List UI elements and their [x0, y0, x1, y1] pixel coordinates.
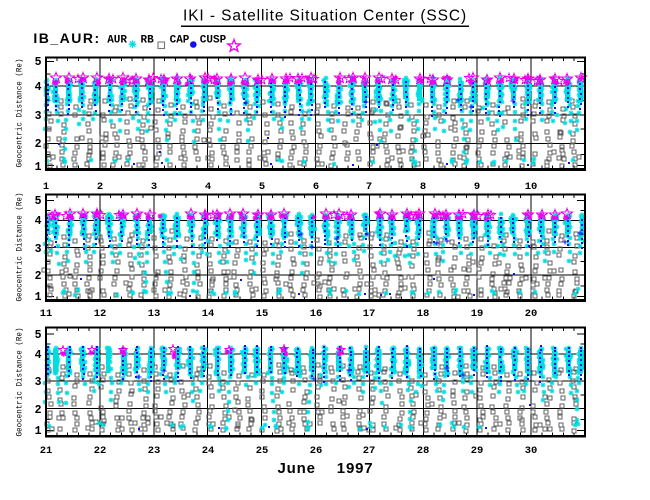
svg-text:16: 16 — [310, 308, 323, 320]
svg-text:Geocentric Distance (Re): Geocentric Distance (Re) — [15, 328, 25, 437]
svg-text:5: 5 — [35, 56, 42, 69]
svg-text:CAP: CAP — [170, 35, 190, 47]
svg-text:4: 4 — [205, 181, 211, 193]
svg-text:28: 28 — [417, 445, 430, 457]
svg-text:AUR: AUR — [107, 35, 127, 47]
svg-text:15: 15 — [256, 308, 269, 320]
svg-text:2: 2 — [35, 138, 42, 151]
svg-text:19: 19 — [471, 308, 484, 320]
svg-text:21: 21 — [40, 445, 53, 457]
svg-text:26: 26 — [310, 445, 323, 457]
svg-text:5: 5 — [35, 329, 42, 342]
svg-text:2: 2 — [97, 181, 103, 193]
svg-text:2: 2 — [35, 404, 42, 417]
svg-text:3: 3 — [35, 376, 42, 389]
svg-text:6: 6 — [313, 181, 319, 193]
svg-text:17: 17 — [363, 308, 376, 320]
svg-text:1: 1 — [35, 291, 42, 304]
svg-text:23: 23 — [148, 445, 161, 457]
svg-text:8: 8 — [420, 181, 426, 193]
svg-text:30: 30 — [525, 445, 538, 457]
svg-text:CUSP: CUSP — [200, 35, 227, 47]
svg-text:1: 1 — [35, 425, 42, 438]
svg-text:3: 3 — [35, 110, 42, 123]
svg-text:12: 12 — [94, 308, 107, 320]
svg-text:4: 4 — [35, 349, 42, 362]
svg-text:Geocentric Distance (Re): Geocentric Distance (Re) — [15, 193, 25, 302]
svg-text:5: 5 — [259, 181, 265, 193]
svg-text:1: 1 — [35, 161, 42, 174]
svg-text:1: 1 — [43, 181, 49, 193]
svg-text:14: 14 — [202, 308, 215, 320]
svg-text:20: 20 — [525, 308, 538, 320]
svg-text:27: 27 — [363, 445, 376, 457]
svg-text:24: 24 — [202, 445, 215, 457]
svg-text:25: 25 — [256, 445, 269, 457]
svg-text:29: 29 — [471, 445, 484, 457]
svg-text:18: 18 — [417, 308, 430, 320]
svg-text:7: 7 — [366, 181, 372, 193]
svg-text:IB_AUR:: IB_AUR: — [33, 30, 100, 46]
svg-text:5: 5 — [35, 195, 42, 208]
svg-text:IKI - Satellite Situation Cent: IKI - Satellite Situation Center (SSC) — [183, 8, 467, 25]
svg-text:1997: 1997 — [337, 460, 374, 477]
svg-text:9: 9 — [474, 181, 480, 193]
svg-text:4: 4 — [35, 81, 42, 94]
svg-text:RB: RB — [141, 35, 155, 47]
svg-text:Geocentric Distance (Re): Geocentric Distance (Re) — [15, 59, 25, 168]
svg-text:3: 3 — [35, 243, 42, 256]
svg-text:4: 4 — [35, 215, 42, 228]
svg-text:June: June — [278, 460, 316, 477]
svg-text:13: 13 — [148, 308, 161, 320]
svg-text:2: 2 — [35, 270, 42, 283]
svg-text:10: 10 — [525, 181, 538, 193]
svg-text:3: 3 — [151, 181, 157, 193]
svg-text:11: 11 — [40, 308, 53, 320]
svg-text:22: 22 — [94, 445, 107, 457]
